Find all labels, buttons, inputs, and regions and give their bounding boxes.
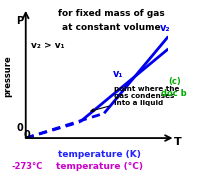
Text: v₂ > v₁: v₂ > v₁ [31,41,64,50]
Text: point where the
gas condenses
into a liquid: point where the gas condenses into a liq… [91,86,180,112]
Text: -273°C: -273°C [12,162,43,171]
Text: at constant volume: at constant volume [62,23,160,32]
Text: pressure: pressure [3,55,12,97]
Text: doc b: doc b [161,89,187,98]
Text: temperature (K): temperature (K) [58,150,140,159]
Text: 0: 0 [16,123,23,133]
Text: (c): (c) [168,77,181,86]
Text: v₁: v₁ [113,69,124,79]
Text: v₂: v₂ [160,23,171,33]
Text: P: P [16,16,23,26]
Text: for fixed mass of gas: for fixed mass of gas [57,9,164,18]
Text: temperature (°C): temperature (°C) [55,162,143,171]
Text: T: T [174,138,182,147]
Text: 0: 0 [23,130,30,140]
